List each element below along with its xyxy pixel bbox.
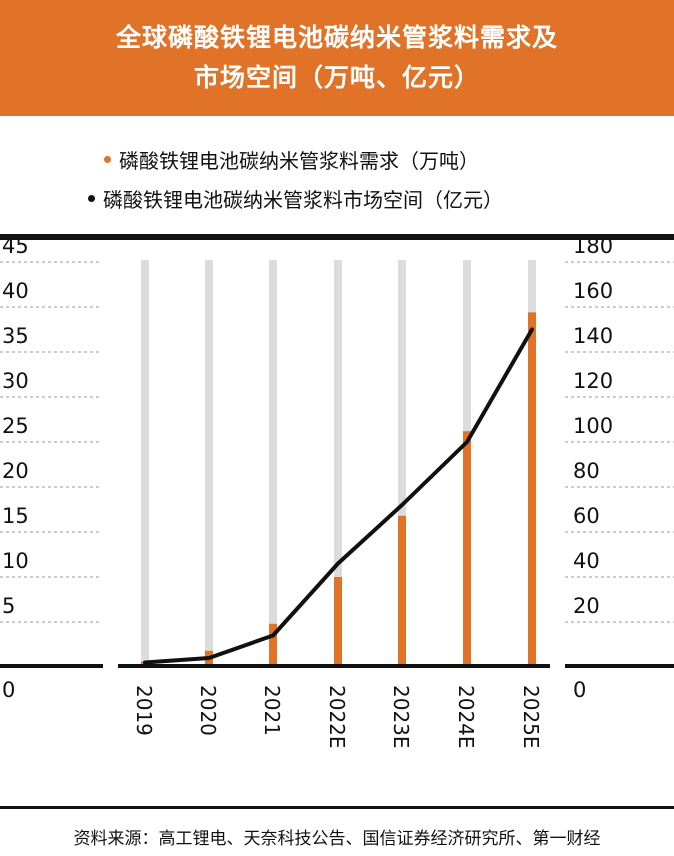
right-tick-120: 120 — [573, 369, 613, 393]
legend-label-demand: 磷酸铁锂电池碳纳米管浆料需求（万吨） — [119, 149, 479, 173]
left-tick-20: 20 — [2, 459, 29, 483]
source-note: 资料来源：高工锂电、天奈科技公告、国信证券经济研究所、第一财经 — [73, 829, 601, 849]
right-tick-60: 60 — [573, 504, 600, 528]
right-tick-160: 160 — [573, 279, 613, 303]
legend-item-demand: 磷酸铁锂电池碳纳米管浆料需求（万吨） — [104, 145, 479, 174]
chart-title-line-1: 全球磷酸铁锂电池碳纳米管浆料需求及 — [115, 23, 558, 52]
market-point-2025E — [530, 328, 534, 331]
top-rule — [0, 234, 674, 240]
market-point-2021 — [271, 634, 275, 637]
category-label-2022E: 2022E — [325, 685, 349, 749]
right-tick-0: 0 — [573, 678, 586, 702]
right-tick-180: 180 — [573, 234, 613, 258]
column-band-2021 — [269, 260, 277, 665]
market-point-2022E — [336, 562, 340, 565]
right-tick-40: 40 — [573, 549, 600, 573]
category-label-2025E: 2025E — [519, 685, 543, 749]
left-tick-25: 25 — [2, 414, 29, 438]
category-label-2020: 2020 — [196, 685, 220, 736]
column-band-2019 — [141, 260, 149, 665]
category-label-2024E: 2024E — [454, 685, 478, 749]
left-tick-10: 10 — [2, 549, 29, 573]
bar-2021 — [269, 623, 277, 665]
right-tick-100: 100 — [573, 414, 613, 438]
right-tick-20: 20 — [573, 594, 600, 618]
left-tick-15: 15 — [2, 504, 29, 528]
baseline-center — [118, 664, 550, 668]
left-tick-45: 45 — [2, 234, 29, 258]
right-tick-140: 140 — [573, 324, 613, 348]
legend-label-market: 磷酸铁锂电池碳纳米管浆料市场空间（亿元） — [103, 188, 503, 212]
market-point-2023E — [400, 503, 404, 507]
right-tick-80: 80 — [573, 459, 600, 483]
market-point-2019 — [143, 661, 147, 664]
legend-item-market: 磷酸铁锂电池碳纳米管浆料市场空间（亿元） — [88, 184, 503, 213]
left-tick-5: 5 — [2, 594, 15, 618]
left-tick-0: 0 — [2, 678, 15, 702]
left-tick-35: 35 — [2, 324, 29, 348]
bottom-rule — [0, 806, 674, 809]
baseline-left — [0, 664, 103, 668]
category-label-2023E: 2023E — [389, 685, 413, 749]
column-band-2020 — [205, 260, 213, 665]
market-point-2024E — [465, 440, 469, 444]
bar-2024E — [463, 431, 471, 665]
category-label-2021: 2021 — [260, 685, 284, 736]
baseline-right — [565, 664, 674, 668]
chart-header: 全球磷酸铁锂电池碳纳米管浆料需求及 市场空间（万吨、亿元） — [0, 0, 674, 116]
column-band-2023E — [398, 260, 406, 665]
bar-2023E — [398, 515, 406, 665]
left-tick-40: 40 — [2, 279, 29, 303]
legend-swatch-market — [88, 195, 95, 202]
category-label-2019: 2019 — [132, 685, 156, 736]
left-tick-30: 30 — [2, 369, 29, 393]
bar-2025E — [528, 312, 536, 665]
bar-2022E — [334, 577, 342, 665]
column-band-2022E — [334, 260, 342, 665]
legend-swatch-demand — [104, 156, 111, 163]
chart-title-line-2: 市场空间（万吨、亿元） — [193, 63, 480, 92]
market-point-2020 — [207, 656, 211, 660]
